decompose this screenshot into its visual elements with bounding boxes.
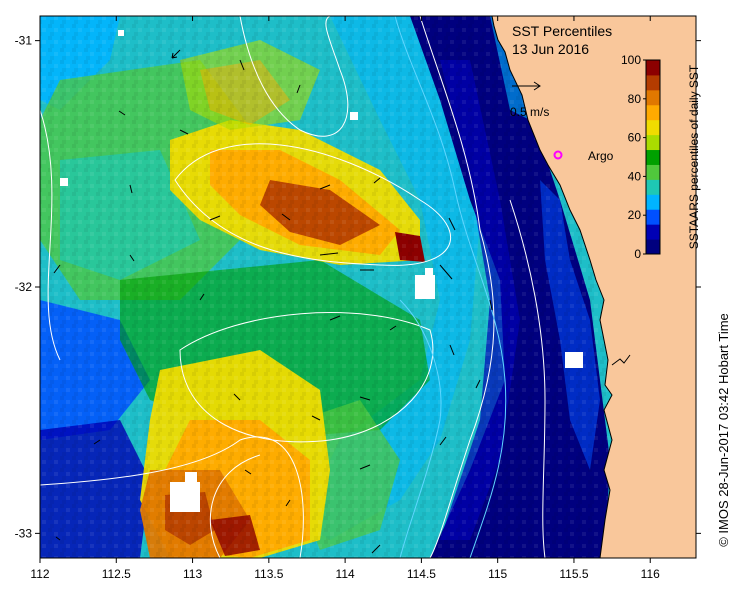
colorbar-tick-label: 40 — [628, 169, 642, 183]
x-tick-label: 112 — [30, 567, 49, 581]
missing-data-patches — [60, 30, 583, 512]
map-date: 13 Jun 2016 — [512, 41, 589, 57]
colorbar: 0 20 40 60 80 100 SSTAARS percentiles of dail… — [621, 53, 701, 261]
colorbar-block — [646, 179, 660, 195]
x-tick-label: 115 — [488, 567, 507, 581]
colorbar-tick-label: 60 — [628, 131, 642, 145]
colorbar-block — [646, 74, 660, 91]
colorbar-block — [646, 164, 660, 180]
colorbar-block — [646, 239, 660, 255]
y-axis: -31 -32 -33 — [15, 34, 701, 540]
land — [491, 16, 696, 558]
bathymetry-contours — [394, 16, 507, 558]
colorbar-tick-label: 0 — [634, 247, 641, 261]
colorbar-block — [646, 89, 660, 106]
colorbar-block — [646, 209, 660, 225]
velocity-scale: 0.5 m/s — [510, 81, 549, 119]
scale-label: 0.5 m/s — [510, 105, 549, 119]
colorbar-block — [646, 224, 660, 240]
y-tick-label: -33 — [15, 526, 33, 540]
x-tick-label: 115.5 — [559, 567, 588, 581]
colorbar-block — [646, 119, 660, 136]
colorbar-label: SSTAARS percentiles of daily SST — [687, 64, 701, 249]
colorbar-block — [646, 149, 660, 165]
y-tick-label: -32 — [15, 280, 33, 294]
credit-text: © IMOS 28-Jun-2017 03:42 Hobart Time — [716, 313, 731, 547]
colorbar-tick-label: 20 — [628, 208, 642, 222]
sst-contours — [40, 16, 546, 558]
x-tick-label: 116 — [641, 567, 660, 581]
map-area: 0.5 m/s Argo SST Percentiles 13 Jun 2016 — [40, 16, 696, 558]
map-title: SST Percentiles — [512, 23, 612, 39]
x-tick-label: 113 — [183, 567, 202, 581]
colorbar-block — [646, 60, 660, 76]
colorbar-tick-label: 80 — [628, 92, 642, 106]
colorbar-ticks: 0 20 40 60 80 100 — [621, 53, 646, 261]
current-vectors — [53, 49, 493, 554]
colorbar-tick-label: 100 — [621, 53, 641, 67]
sst-anomaly-field — [40, 16, 696, 558]
x-tick-label: 113.5 — [254, 567, 283, 581]
argo-marker: Argo — [553, 149, 614, 163]
colorbar-block — [646, 194, 660, 210]
colorbar-block — [646, 104, 660, 121]
y-tick-label: -31 — [15, 34, 33, 48]
argo-label: Argo — [588, 149, 614, 163]
x-tick-label: 114.5 — [407, 567, 436, 581]
x-axis: 112 112.5 113 113.5 114 114.5 115 115.5 116 — [30, 16, 660, 581]
colorbar-blocks — [646, 60, 660, 255]
x-tick-label: 114 — [336, 567, 355, 581]
argo-float-icon — [553, 150, 563, 160]
x-tick-label: 112.5 — [102, 567, 131, 581]
colorbar-block — [646, 134, 660, 151]
